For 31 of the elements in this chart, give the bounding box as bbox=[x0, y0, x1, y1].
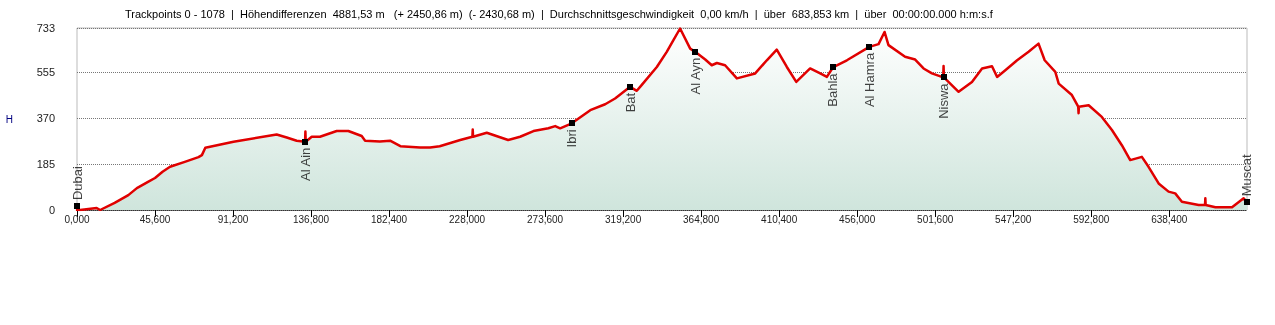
x-tick-label: 501,600 bbox=[917, 213, 954, 225]
annotation: Ibri bbox=[564, 129, 580, 148]
x-tick-label: 592,800 bbox=[1073, 213, 1110, 225]
annotation: Bat bbox=[622, 92, 638, 113]
x-tick-label: 0,000 bbox=[64, 213, 90, 225]
x-tick-label: 45,600 bbox=[139, 213, 171, 225]
annotation: Muscat bbox=[1239, 154, 1255, 197]
x-tick-label: 547,200 bbox=[995, 213, 1032, 225]
x-tick-label: 91,200 bbox=[217, 213, 249, 225]
y-axis-title: H bbox=[5, 113, 13, 125]
x-tick-label: 456,000 bbox=[839, 213, 876, 225]
annotation: Niswa bbox=[936, 82, 952, 119]
y-tick-label: 733 bbox=[36, 22, 55, 34]
x-tick-label: 182,400 bbox=[370, 213, 408, 225]
annotation: Al Ayn bbox=[687, 57, 703, 95]
y-tick-label: 555 bbox=[36, 66, 55, 79]
x-tick-label: 136,800 bbox=[292, 213, 330, 225]
x-tick-label: 364,800 bbox=[683, 213, 720, 225]
x-tick-label: 273,600 bbox=[527, 213, 564, 225]
annotation: Dubai bbox=[69, 165, 85, 201]
annotation: Bahla bbox=[825, 72, 841, 107]
y-tick-label: 185 bbox=[36, 158, 55, 171]
chart-title: Trackpoints 0 - 1078 | Höhendifferenzen 4881,53 m (+ 2450,86 m) (- 2430,68 m) | Durchschnittsgeschwindigkeit 0,00 km/h | über 683,853 km | über 00:00:00.000 h:m:s.f bbox=[125, 7, 994, 20]
y-tick-label: 370 bbox=[36, 112, 55, 125]
annotation: Al Ain bbox=[297, 147, 313, 181]
x-tick-label: 410,400 bbox=[761, 213, 798, 225]
x-tick-label: 319,200 bbox=[605, 213, 642, 225]
annotation: Al Hamra bbox=[861, 52, 877, 108]
x-tick-label: 228,000 bbox=[449, 213, 486, 225]
x-tick-label: 638,400 bbox=[1151, 213, 1188, 225]
y-tick-label: 0 bbox=[48, 204, 55, 216]
